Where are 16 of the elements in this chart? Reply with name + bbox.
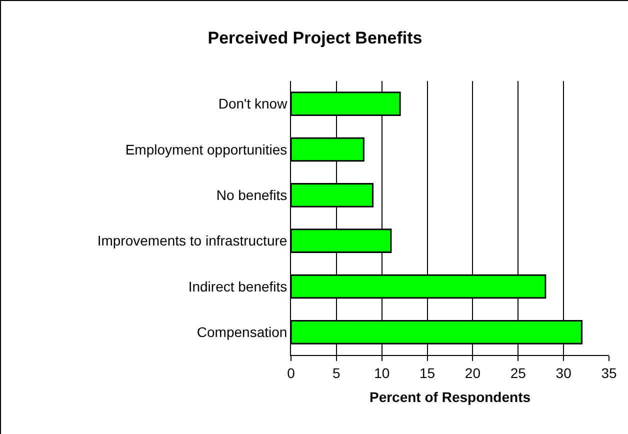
y-tick-label: Indirect benefits xyxy=(188,278,288,294)
x-tick-label: 20 xyxy=(464,364,481,381)
y-tick-label: Employment opportunities xyxy=(125,141,288,158)
y-tick-label: Improvements to infrastructure xyxy=(97,232,288,249)
x-tick-label: 10 xyxy=(374,364,390,381)
x-tick-label: 35 xyxy=(601,364,617,381)
x-tick-label: 15 xyxy=(420,364,436,381)
x-tick-label: 0 xyxy=(287,364,296,381)
y-tick-label: No benefits xyxy=(216,187,288,204)
x-tick-label: 5 xyxy=(332,364,341,381)
x-axis-title: Percent of Respondents xyxy=(369,389,531,406)
x-tick-label: 25 xyxy=(510,364,526,381)
x-tick-label: 30 xyxy=(556,364,572,381)
y-tick-label: Don't know xyxy=(218,96,288,112)
y-tick-label: Compensation xyxy=(196,324,288,340)
chart-title: Perceived Project Benefits xyxy=(208,28,422,48)
